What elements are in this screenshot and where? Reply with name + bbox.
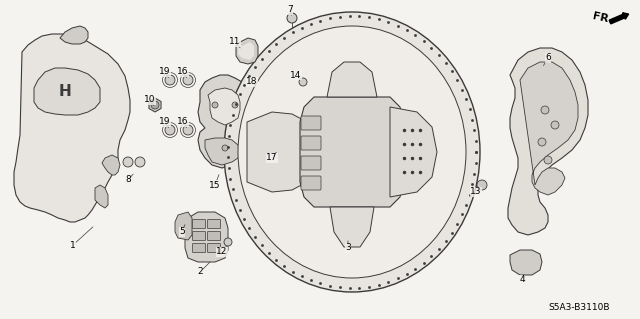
FancyBboxPatch shape: [301, 136, 321, 150]
Text: 19: 19: [159, 68, 171, 77]
Text: 1: 1: [70, 241, 76, 249]
Circle shape: [232, 102, 238, 108]
Text: 16: 16: [177, 117, 189, 127]
FancyBboxPatch shape: [193, 219, 205, 228]
Polygon shape: [14, 34, 130, 222]
Circle shape: [541, 106, 549, 114]
Circle shape: [151, 101, 159, 109]
Polygon shape: [102, 155, 120, 175]
Bar: [272, 142, 282, 145]
Text: FR.: FR.: [592, 11, 614, 25]
Text: H: H: [59, 85, 72, 100]
Polygon shape: [149, 98, 161, 112]
Bar: [253, 100, 263, 104]
Bar: [272, 146, 282, 149]
Text: 17: 17: [266, 153, 278, 162]
FancyArrow shape: [609, 13, 628, 24]
Circle shape: [544, 156, 552, 164]
Text: 6: 6: [545, 54, 551, 63]
Text: 15: 15: [209, 181, 221, 189]
Polygon shape: [247, 112, 312, 192]
Polygon shape: [327, 62, 377, 97]
Polygon shape: [510, 250, 542, 275]
FancyBboxPatch shape: [301, 176, 321, 190]
Polygon shape: [390, 107, 437, 197]
Circle shape: [224, 238, 232, 246]
Text: 11: 11: [229, 38, 241, 47]
Bar: [253, 90, 263, 94]
Text: 8: 8: [125, 175, 131, 184]
FancyBboxPatch shape: [301, 116, 321, 130]
Bar: [272, 158, 282, 161]
Polygon shape: [175, 212, 192, 240]
Polygon shape: [508, 48, 588, 235]
Circle shape: [165, 125, 175, 135]
Text: 7: 7: [287, 5, 293, 14]
Text: 3: 3: [345, 243, 351, 253]
FancyBboxPatch shape: [207, 219, 221, 228]
Text: 16: 16: [177, 68, 189, 77]
Circle shape: [183, 125, 193, 135]
Ellipse shape: [238, 26, 466, 278]
Polygon shape: [330, 207, 374, 247]
Circle shape: [212, 102, 218, 108]
Polygon shape: [185, 212, 228, 262]
Polygon shape: [236, 38, 258, 64]
Circle shape: [551, 121, 559, 129]
Polygon shape: [34, 68, 100, 115]
Polygon shape: [238, 42, 254, 60]
Text: 10: 10: [144, 95, 156, 105]
Text: 5: 5: [179, 227, 185, 236]
Text: 2: 2: [197, 268, 203, 277]
Circle shape: [287, 13, 297, 23]
FancyBboxPatch shape: [207, 243, 221, 253]
FancyBboxPatch shape: [207, 232, 221, 241]
FancyBboxPatch shape: [193, 232, 205, 241]
FancyBboxPatch shape: [301, 156, 321, 170]
FancyBboxPatch shape: [193, 243, 205, 253]
Circle shape: [135, 157, 145, 167]
Text: 4: 4: [519, 276, 525, 285]
Bar: [272, 150, 282, 153]
Circle shape: [477, 180, 487, 190]
Polygon shape: [208, 88, 240, 125]
Polygon shape: [300, 97, 404, 207]
Circle shape: [183, 75, 193, 85]
Text: 19: 19: [159, 117, 171, 127]
Bar: [253, 95, 263, 99]
Text: S5A3-B3110B: S5A3-B3110B: [548, 303, 609, 313]
Circle shape: [222, 145, 228, 151]
Text: 18: 18: [246, 78, 258, 86]
Circle shape: [165, 75, 175, 85]
Ellipse shape: [224, 12, 480, 292]
Polygon shape: [205, 138, 240, 165]
Bar: [272, 154, 282, 157]
Text: 12: 12: [216, 248, 228, 256]
Circle shape: [538, 138, 546, 146]
Bar: [253, 105, 263, 109]
Text: 13: 13: [470, 188, 482, 197]
Polygon shape: [198, 75, 260, 168]
Polygon shape: [520, 62, 578, 195]
Text: 14: 14: [291, 70, 301, 79]
Circle shape: [299, 78, 307, 86]
Circle shape: [123, 157, 133, 167]
Polygon shape: [60, 26, 88, 44]
Polygon shape: [95, 185, 108, 208]
